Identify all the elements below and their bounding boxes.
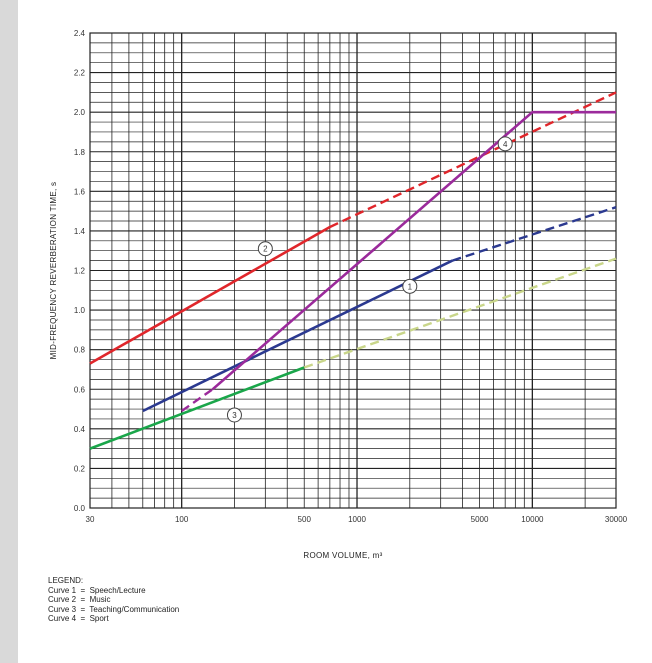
y-tick-label: 0.6: [74, 385, 86, 394]
y-tick-label: 2.2: [74, 69, 86, 78]
series-3-solid-line: [89, 366, 305, 450]
series-3-dashed-line: [303, 257, 617, 369]
legend-entry-3: Curve 3 = Teaching/Communication: [48, 604, 180, 614]
y-tick-label: 2.0: [74, 108, 86, 117]
grid: [89, 32, 617, 509]
curve-markers: 1 2 3 4: [226, 136, 513, 423]
series-lines: [89, 91, 617, 450]
legend-entry-4: Curve 4 = Sport: [48, 614, 109, 624]
y-axis-title: MID-FREQUENCY REVERBERATION TIME, s: [49, 182, 58, 360]
series-1-solid-line: [142, 259, 453, 413]
series-2-dashed-line: [329, 91, 617, 229]
curve-4-marker-label: 4: [503, 140, 508, 149]
curve-3-marker: [226, 407, 242, 423]
legend-entry-2: Curve 2 = Music: [48, 595, 111, 605]
x-tick-label: 1000: [348, 515, 366, 524]
y-tick-label: 1.8: [74, 148, 86, 157]
curve-2-marker: [257, 241, 273, 257]
x-tick-label: 5000: [471, 515, 489, 524]
y-tick-label: 1.6: [74, 187, 86, 196]
y-tick-label: 1.2: [74, 267, 86, 276]
curve-1-marker: [402, 278, 418, 294]
series-4-solid-line: [211, 110, 616, 391]
x-axis-title: ROOM VOLUME, m³: [303, 551, 382, 560]
y-tick-label: 0.8: [74, 346, 86, 355]
y-tick-label: 0.0: [74, 504, 86, 513]
series-1-dashed-line: [452, 206, 617, 262]
y-tick-label: 1.4: [74, 227, 86, 236]
y-tick-labels: 0.0 0.2 0.4 0.6 0.8 1.0 1.2 1.4 1.6 1.8 2.0 2.2 2.4: [74, 29, 86, 513]
y-tick-label: 1.0: [74, 306, 86, 315]
chart-figure: 0.0 0.2 0.4 0.6 0.8 1.0 1.2 1.4 1.6 1.8 2.0 2.2 2.4 …: [18, 0, 652, 663]
legend-entry-1: Curve 1 = Speech/Lecture: [48, 585, 146, 595]
curve-3-marker-label: 3: [232, 411, 237, 420]
chart-svg: 0.00.20.40.60.81.01.21.41.61.82.02.22.4 …: [49, 29, 628, 560]
x-tick-labels: 30 100 500 1000 5000 10000 30000: [86, 515, 628, 524]
x-tick-label: 10000: [521, 515, 544, 524]
series-2-solid-line: [89, 225, 331, 365]
plot-border: [89, 32, 617, 509]
y-tick-label: 0.2: [74, 464, 86, 473]
curve-2-marker-label: 2: [263, 245, 268, 254]
y-tick-label: 0.4: [74, 425, 86, 434]
x-tick-label: 500: [298, 515, 312, 524]
y-tick-label: 2.4: [74, 29, 86, 38]
x-tick-label: 30000: [605, 515, 628, 524]
curve-4-marker: [497, 136, 513, 152]
x-tick-label: 100: [175, 515, 189, 524]
legend-title: LEGEND:: [48, 576, 84, 585]
series-4-dashed-line: [181, 388, 214, 412]
curve-1-marker-label: 1: [408, 282, 413, 291]
x-tick-label: 30: [86, 515, 95, 524]
legend: LEGEND: Curve 1 = Speech/Lecture Curve 2…: [48, 576, 179, 624]
